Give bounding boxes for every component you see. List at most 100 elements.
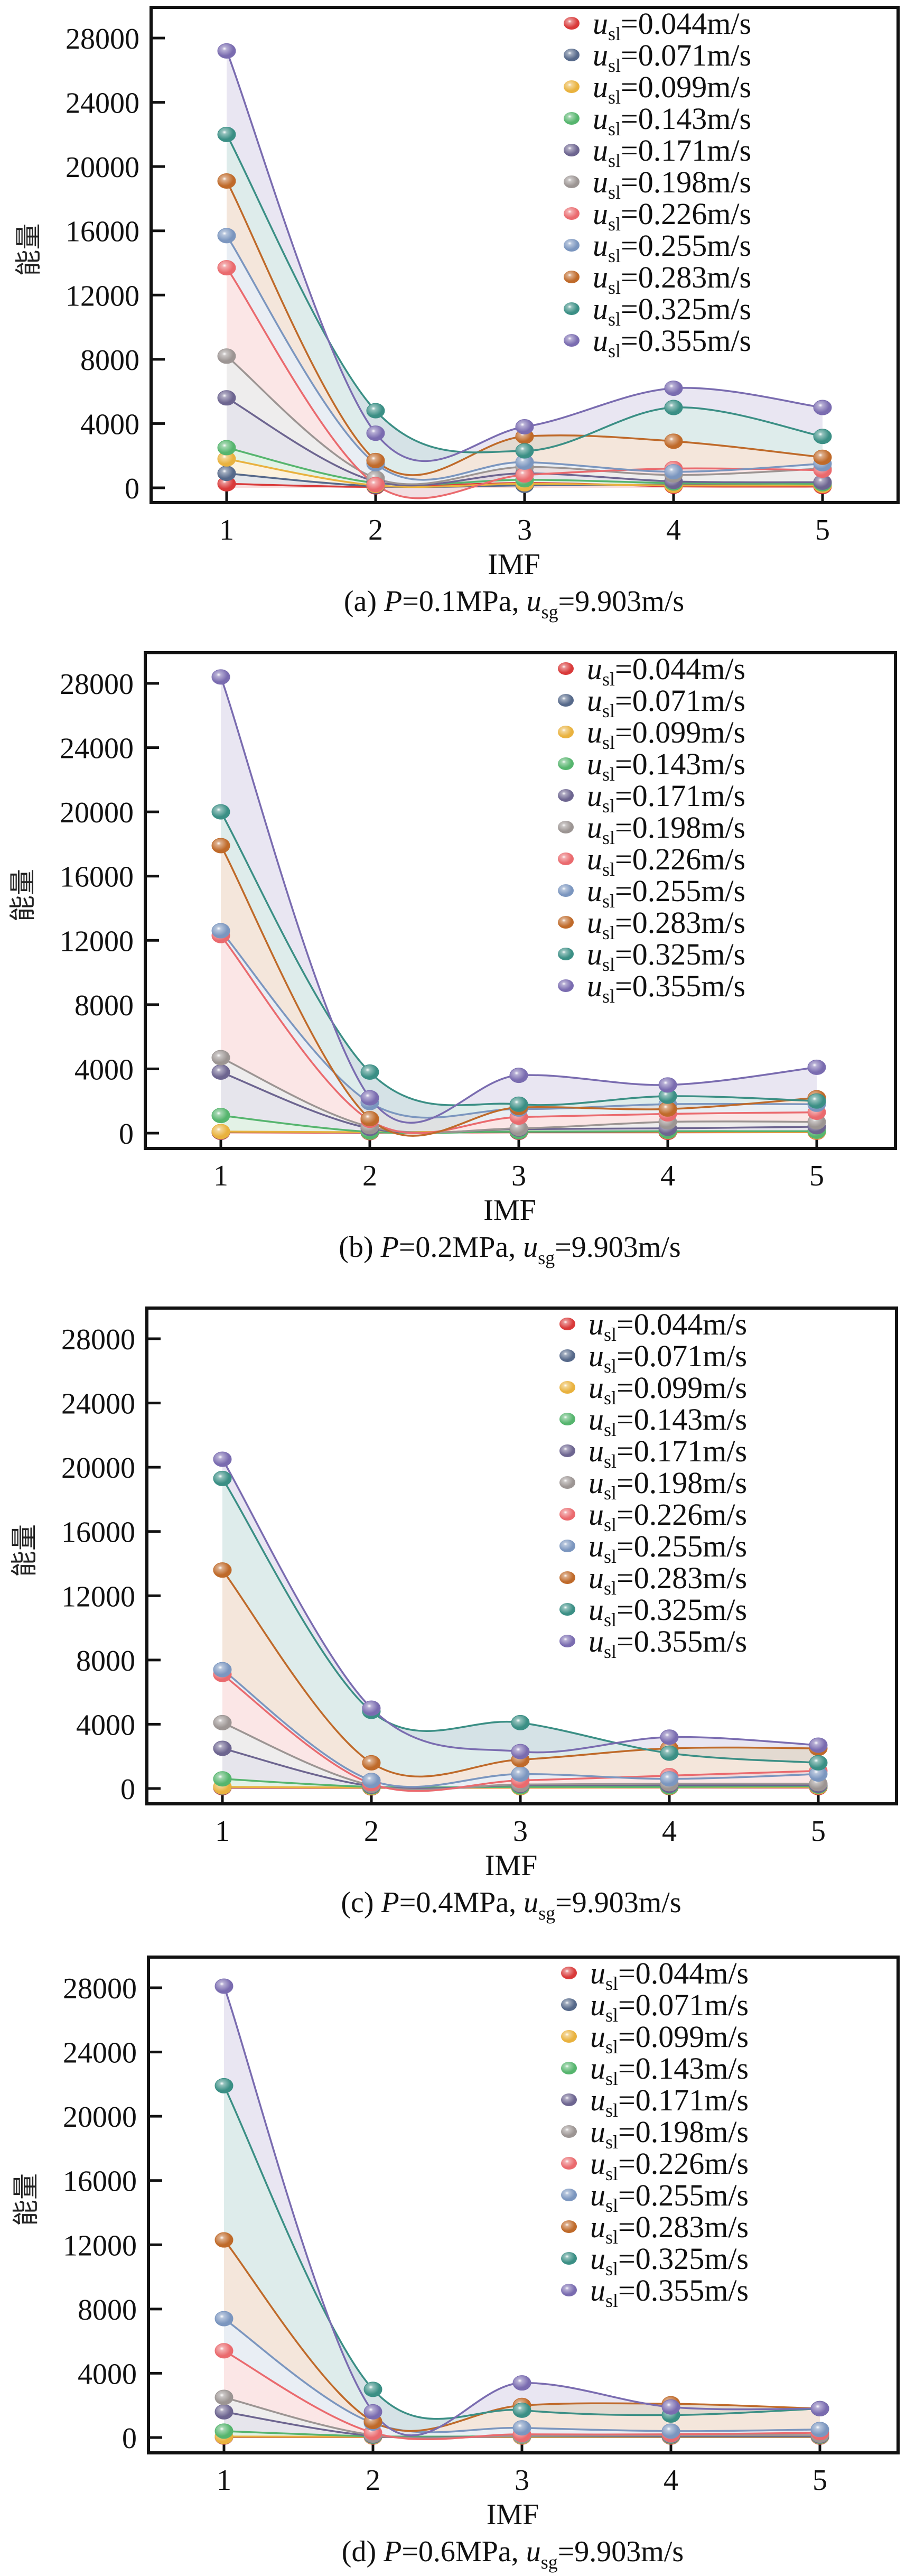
legend-label: usl=0.198m/s — [587, 810, 745, 848]
data-point — [363, 2404, 382, 2420]
x-tick-label: 3 — [517, 514, 532, 546]
data-point — [214, 2404, 233, 2420]
x-tick-label: 5 — [812, 2464, 827, 2497]
data-point — [813, 400, 832, 415]
data-point — [362, 1755, 381, 1771]
series-line-10 — [220, 677, 817, 1124]
data-point — [214, 2389, 233, 2405]
y-tick-label: 4000 — [80, 408, 139, 441]
x-tick-label: 1 — [215, 1815, 230, 1848]
x-tick-label: 3 — [511, 1160, 526, 1192]
data-point — [217, 348, 236, 364]
legend-label: usl=0.143m/s — [593, 101, 751, 140]
legend-label: usl=0.226m/s — [590, 2146, 749, 2184]
legend-marker — [559, 1635, 575, 1647]
y-tick-label: 12000 — [63, 2229, 137, 2262]
y-tick-label: 8000 — [80, 344, 139, 377]
legend-marker — [561, 2062, 577, 2074]
y-tick-label: 8000 — [76, 1645, 135, 1678]
legend-label: usl=0.325m/s — [590, 2241, 749, 2280]
legend-marker — [558, 662, 574, 675]
legend-marker — [558, 757, 574, 770]
legend-marker — [561, 2284, 577, 2296]
legend-item: usl=0.143m/s — [559, 1402, 747, 1440]
panel-caption: (c) P=0.4MPa, usg=9.903m/s — [341, 1886, 681, 1924]
data-point — [660, 1771, 679, 1787]
data-point — [211, 804, 230, 820]
legend-label: usl=0.171m/s — [590, 2083, 749, 2121]
legend-label: usl=0.325m/s — [587, 937, 745, 975]
data-point — [213, 1562, 232, 1578]
data-point — [214, 1978, 233, 1994]
legend-label: usl=0.044m/s — [593, 6, 751, 44]
data-point — [366, 403, 385, 419]
x-tick-label: 2 — [368, 514, 383, 546]
legend-item: usl=0.226m/s — [564, 197, 751, 235]
legend-marker — [561, 2157, 577, 2170]
data-point — [211, 1050, 230, 1065]
data-point — [807, 1093, 826, 1109]
legend-item: usl=0.198m/s — [564, 165, 751, 203]
legend-marker — [558, 979, 574, 992]
y-tick-label: 16000 — [66, 216, 139, 248]
legend-item: usl=0.355m/s — [558, 969, 745, 1007]
data-point — [509, 1096, 528, 1112]
y-tick-label: 16000 — [60, 861, 134, 894]
legend-label: usl=0.198m/s — [590, 2115, 749, 2153]
legend-marker — [558, 948, 574, 960]
x-tick-label: 1 — [217, 2464, 231, 2497]
data-point — [515, 467, 534, 483]
y-tick-label: 20000 — [66, 151, 139, 184]
y-tick-label: 24000 — [66, 87, 139, 120]
legend-item: usl=0.143m/s — [558, 747, 745, 785]
data-point — [217, 126, 236, 142]
legend-marker — [559, 1413, 575, 1425]
legend-label: usl=0.355m/s — [589, 1624, 747, 1662]
data-point — [515, 443, 534, 459]
x-tick-label: 4 — [662, 1815, 677, 1848]
legend-item: usl=0.355m/s — [564, 323, 751, 362]
data-point — [217, 173, 236, 189]
x-axis-label: IMF — [487, 2498, 539, 2531]
data-point — [211, 669, 230, 685]
data-point — [360, 1090, 379, 1106]
series-line-10 — [226, 50, 823, 462]
y-tick-label: 12000 — [60, 925, 134, 958]
legend-marker — [561, 2220, 577, 2233]
legend-label: usl=0.099m/s — [593, 70, 751, 108]
legend-item: usl=0.171m/s — [559, 1434, 747, 1472]
data-point — [217, 440, 236, 456]
legend-marker — [559, 1349, 575, 1362]
band-0_283ms — [222, 1570, 818, 1787]
legend-marker — [561, 1967, 577, 1979]
legend-item: usl=0.044m/s — [561, 1956, 749, 1994]
data-point — [213, 1771, 232, 1787]
legend-label: usl=0.198m/s — [593, 165, 751, 203]
y-tick-label: 24000 — [61, 1388, 135, 1421]
legend-marker — [564, 144, 580, 156]
legend-label: usl=0.226m/s — [587, 842, 745, 880]
legend-label: usl=0.255m/s — [590, 2178, 749, 2216]
legend-item: usl=0.071m/s — [564, 38, 751, 76]
data-point — [211, 1108, 230, 1124]
data-point — [660, 1745, 679, 1761]
data-point — [214, 2078, 233, 2093]
y-tick-label: 20000 — [61, 1452, 135, 1485]
data-point — [810, 2422, 829, 2438]
x-tick-label: 5 — [811, 1815, 826, 1848]
data-point — [214, 2423, 233, 2439]
series-line-9 — [223, 2085, 820, 2420]
data-point — [658, 1077, 677, 1093]
legend: usl=0.044m/susl=0.071m/susl=0.099m/susl=… — [558, 652, 745, 1007]
legend-marker — [564, 49, 580, 61]
series-line-8 — [221, 1569, 819, 1778]
legend-item: usl=0.071m/s — [561, 1988, 749, 2026]
legend-marker — [564, 302, 580, 315]
legend-marker — [561, 2189, 577, 2201]
legend-label: usl=0.099m/s — [587, 715, 745, 753]
legend-label: usl=0.143m/s — [587, 747, 745, 785]
legend-label: usl=0.071m/s — [593, 38, 751, 76]
x-tick-label: 4 — [660, 1160, 675, 1192]
legend-marker — [564, 334, 580, 347]
y-tick-label: 28000 — [60, 668, 134, 701]
